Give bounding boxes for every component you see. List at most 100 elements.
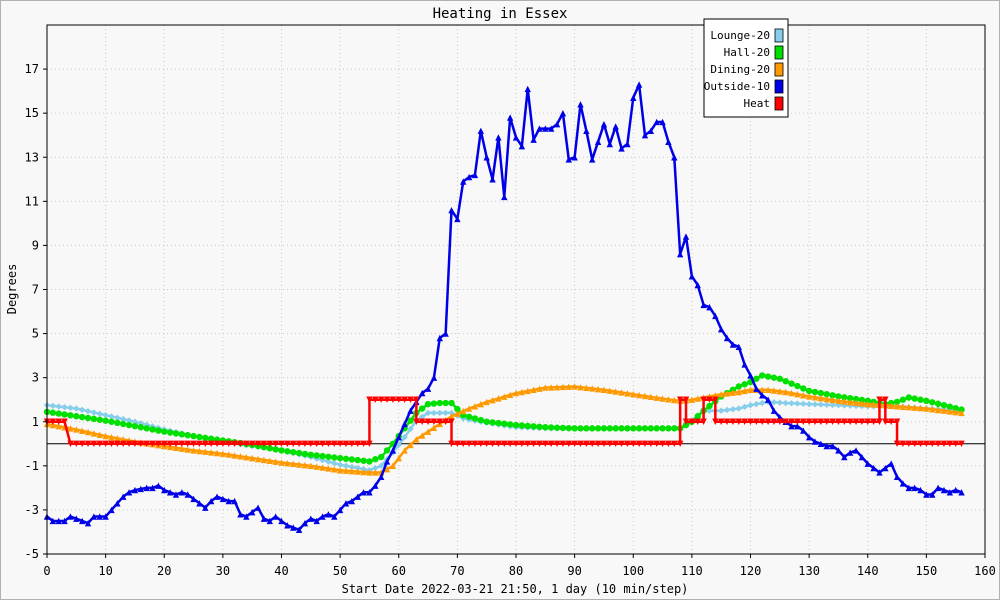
dining-20-point [202,448,209,455]
outside-10-point [911,484,918,492]
outside-10-point [73,515,80,522]
dining-20-point [559,383,567,391]
x-tick-label: 50 [333,564,347,578]
heat-point [952,440,959,447]
lounge-20-point [348,463,356,471]
dining-20-point [348,467,356,475]
dining-20-point [846,398,854,406]
legend-swatch-dining-20 [774,62,784,77]
heat-point [665,440,672,447]
heat-point [61,418,68,425]
outside-10-point [389,447,397,454]
heat-point [835,418,842,425]
hall-20-point [706,402,713,410]
outside-10-point [934,484,942,492]
lounge-20-point [811,401,819,408]
outside-10-point [436,334,443,342]
heat-point [917,440,924,447]
dining-20-point [272,458,279,465]
dining-20-point [448,413,455,420]
dining-20-point [776,388,784,395]
hall-20-point [506,421,514,428]
dining-20-point [735,388,742,396]
dining-20-point [917,404,924,412]
heat-point [436,418,443,425]
dining-20-point [301,461,309,469]
dining-20-point [506,391,514,399]
heat-point [243,440,250,447]
outside-10-point [805,433,813,441]
dining-20-point [407,441,414,449]
lounge-20-point [90,409,98,416]
outside-10-point [243,513,250,520]
dining-20-point [477,400,485,408]
heat-point [125,440,133,447]
y-tick-label: 9 [32,238,39,252]
outside-10-point [131,486,139,494]
dining-20-point [248,454,256,462]
heat-point [618,440,625,447]
lounge-20-point [354,464,361,472]
dining-20-point [213,449,221,457]
dining-20-point [102,432,109,440]
outside-10-point [899,480,907,487]
outside-10-point [870,464,877,472]
heat-point [325,440,332,447]
dining-20-point [929,406,936,413]
x-tick-label: 60 [392,564,406,578]
outside-10-point [923,491,930,498]
lounge-20-point [336,461,344,468]
hall-20-point [594,425,602,432]
outside-10-point [747,372,754,379]
dining-20-point [717,390,725,398]
hall-20-point [530,423,537,430]
lounge-20-point [800,400,807,408]
hall-20-point [542,424,549,431]
outside-10-point [794,422,801,430]
outside-10-point [858,453,866,461]
hall-20-point [671,425,678,432]
lounge-20-point [717,407,725,414]
outside-10-point [336,506,344,514]
heat-point [495,440,502,447]
hall-20-point [923,397,930,405]
x-tick-label: 120 [740,564,762,578]
outside-10-point [143,484,150,492]
hall-20-point [776,375,784,382]
outside-10-point [495,134,502,141]
hall-20-point [841,394,848,401]
outside-10-point [254,504,262,511]
hall-20-point [372,456,379,463]
dining-20-point [829,396,836,404]
heat-point [172,440,180,447]
outside-10-point [600,120,608,128]
hall-20-point [770,374,778,381]
dining-20-point [413,436,420,443]
heat-point [295,440,303,447]
outside-10-point [489,176,496,183]
outside-10-point [465,173,473,181]
heat-point [442,418,449,425]
hall-20-point [641,425,649,432]
hall-20-point [764,373,772,380]
heat-point [583,440,590,447]
outside-10-point [219,495,227,503]
lounge-20-point [96,410,103,418]
x-tick-label: 30 [216,564,230,578]
x-tick-label: 140 [857,564,879,578]
dining-20-point [172,444,180,451]
outside-10-point [905,484,912,492]
lounge-20-point [401,433,408,441]
hall-20-point [577,425,584,432]
heat-point [694,418,701,425]
dining-20-point [401,447,408,454]
hall-20-point [647,425,655,432]
outside-10-point [442,330,449,337]
lounge-20-point [817,401,825,408]
outside-10-point [512,134,520,141]
outside-10-point [671,154,678,161]
hall-20-point [805,387,813,395]
dining-20-point [260,456,268,464]
hall-20-point [102,417,109,424]
heat-point [448,418,455,425]
